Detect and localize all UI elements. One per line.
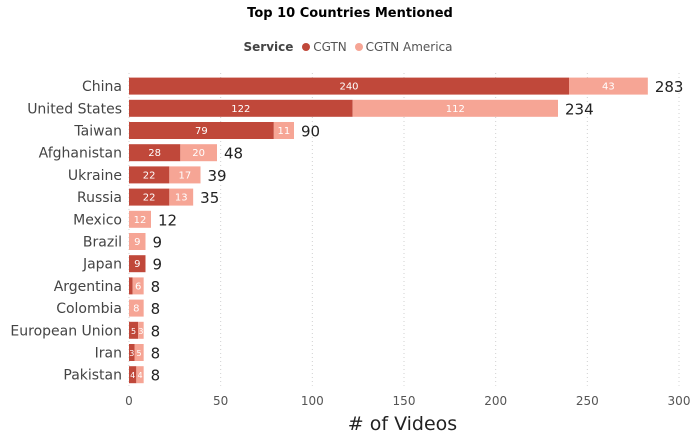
y-category-label: Argentina: [54, 279, 122, 295]
bar-segment: [129, 255, 146, 273]
y-category-label: Japan: [82, 257, 122, 273]
bar-total-label: 8: [151, 322, 161, 340]
bar-data-label: 9: [134, 237, 140, 248]
bar-total-label: 8: [151, 300, 161, 318]
y-category-label: Mexico: [73, 212, 122, 228]
bar-data-label: 3: [138, 327, 143, 336]
bar-data-label: 79: [195, 126, 208, 137]
bar-data-label: 22: [143, 193, 156, 204]
legend-swatch-cgtn-america: [354, 43, 363, 51]
bar-total-label: 12: [158, 211, 177, 229]
bar-data-label: 5: [131, 327, 136, 336]
bar-data-label: 9: [134, 259, 140, 270]
bar-total-label: 8: [151, 278, 161, 296]
bar-segment: [132, 277, 144, 295]
y-category-label: Iran: [95, 346, 122, 362]
bar-segment: [129, 277, 133, 295]
bar-segment: [129, 233, 146, 250]
bar-total-label: 9: [153, 256, 163, 274]
chart-title: Top 10 Countries Mentioned: [247, 6, 453, 21]
bar-segment: [138, 321, 144, 339]
bar-segment: [129, 299, 144, 317]
bar-total-label: 90: [301, 123, 320, 141]
bar-segment: [129, 321, 139, 339]
bar-data-label: 6: [135, 281, 141, 292]
bar-segment: [273, 122, 294, 139]
legend-title: Service: [243, 40, 294, 54]
bar-data-label: 28: [148, 148, 161, 159]
x-tick-label: 250: [576, 394, 599, 408]
bar-data-label: 13: [175, 193, 188, 204]
x-tick-label: 0: [125, 394, 133, 408]
bar-segment: [169, 166, 201, 184]
bar-total-label: 39: [208, 167, 227, 185]
bar-total-label: 8: [151, 367, 161, 385]
bar-data-label: 22: [143, 170, 156, 181]
bar-segment: [180, 144, 217, 162]
legend: Service CGTN CGTN America: [0, 40, 700, 54]
bar-total-label: 283: [655, 78, 684, 96]
bar-segment: [129, 77, 569, 95]
y-category-label: United States: [27, 101, 122, 117]
bar-segment: [129, 210, 151, 228]
bar-segment: [352, 99, 558, 117]
bar-segment: [129, 122, 274, 139]
bar-data-label: 4: [137, 371, 142, 380]
bar-data-label: 12: [134, 215, 147, 226]
y-category-label: China: [82, 79, 122, 95]
x-tick-label: 300: [668, 394, 691, 408]
y-category-label: Colombia: [56, 301, 122, 317]
y-category-label: Brazil: [83, 235, 122, 251]
bar-data-label: 17: [179, 170, 192, 181]
legend-swatch-cgtn: [302, 43, 311, 51]
bar-segment: [129, 344, 135, 361]
y-category-label: European Union: [10, 323, 122, 339]
x-tick-label: 100: [301, 394, 324, 408]
y-category-label: Taiwan: [73, 124, 122, 140]
bar-data-label: 3: [129, 349, 134, 358]
x-tick-label: 50: [213, 394, 228, 408]
legend-label-cgtn: CGTN: [313, 40, 347, 54]
bar-data-label: 8: [133, 304, 139, 315]
bar-data-label: 122: [231, 104, 250, 115]
x-tick-label: 200: [484, 394, 507, 408]
bar-segment: [569, 77, 648, 95]
bar-segment: [129, 99, 353, 117]
bar-segment: [129, 366, 137, 384]
bar-total-label: 35: [200, 189, 219, 207]
y-category-label: Ukraine: [68, 168, 122, 184]
bar-segment: [134, 344, 144, 361]
bar-data-label: 112: [446, 104, 465, 115]
bar-total-label: 234: [565, 100, 594, 118]
legend-entry-cgtn-america[interactable]: CGTN America: [354, 40, 453, 54]
bar-segment: [129, 188, 170, 206]
bar-data-label: 11: [278, 126, 291, 137]
bar-data-label: 43: [602, 82, 615, 93]
x-tick-label: 150: [393, 394, 416, 408]
bar-total-label: 48: [224, 145, 243, 163]
y-category-label: Russia: [77, 190, 122, 206]
bar-data-label: 4: [130, 371, 135, 380]
y-category-label: Pakistan: [63, 368, 122, 384]
bar-total-label: 9: [153, 234, 163, 252]
legend-label-cgtn-america: CGTN America: [365, 40, 453, 54]
bar-segment: [169, 188, 194, 206]
x-axis-label: # of Videos: [347, 413, 458, 435]
bar-data-label: 5: [137, 349, 142, 358]
bar-total-label: 8: [151, 345, 161, 363]
bar-segment: [129, 144, 181, 162]
y-category-label: Afghanistan: [39, 146, 122, 162]
bar-data-label: 20: [192, 148, 205, 159]
bar-segment: [136, 366, 144, 384]
legend-entry-cgtn[interactable]: CGTN: [302, 40, 350, 54]
bar-data-label: 240: [339, 82, 358, 93]
bar-segment: [129, 166, 170, 184]
